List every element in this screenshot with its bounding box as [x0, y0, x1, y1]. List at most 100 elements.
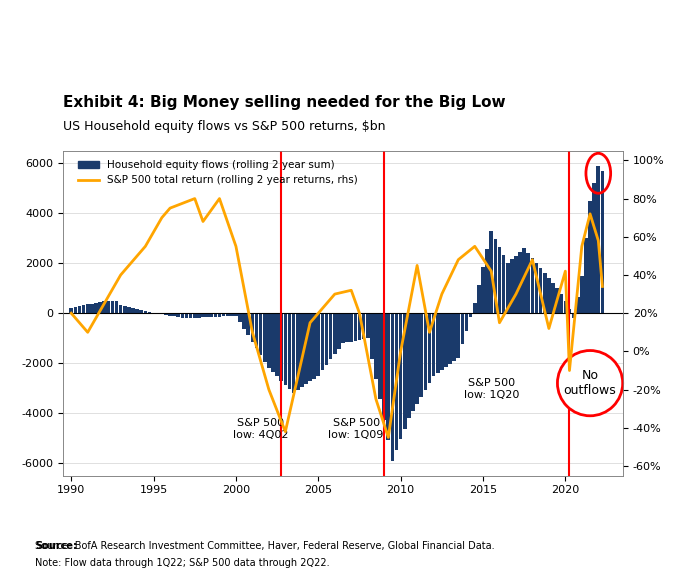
- Bar: [551, 283, 555, 313]
- Bar: [292, 313, 295, 393]
- Bar: [214, 313, 217, 317]
- Bar: [535, 263, 538, 313]
- Bar: [115, 300, 118, 313]
- Bar: [576, 297, 580, 313]
- Bar: [181, 313, 184, 318]
- Bar: [131, 308, 135, 313]
- Bar: [456, 313, 460, 358]
- Bar: [222, 313, 225, 316]
- Bar: [559, 295, 563, 313]
- Bar: [345, 313, 349, 342]
- Text: Exhibit 4: Big Money selling needed for the Big Low: Exhibit 4: Big Money selling needed for …: [63, 95, 505, 110]
- Bar: [428, 313, 431, 383]
- Bar: [275, 313, 279, 376]
- Bar: [547, 278, 551, 313]
- Text: Note: Flow data through 1Q22; S&P 500 data through 2Q22.: Note: Flow data through 1Q22; S&P 500 da…: [35, 559, 330, 568]
- Bar: [518, 252, 522, 313]
- Bar: [123, 306, 127, 313]
- Bar: [98, 302, 102, 313]
- Bar: [370, 313, 374, 358]
- Bar: [230, 313, 234, 316]
- Text: S&P 500
low: 1Q20: S&P 500 low: 1Q20: [463, 378, 519, 400]
- Bar: [234, 313, 238, 316]
- Bar: [473, 303, 477, 313]
- Bar: [127, 307, 131, 313]
- Bar: [382, 313, 386, 420]
- Bar: [139, 310, 143, 313]
- Bar: [592, 183, 596, 313]
- Bar: [399, 313, 402, 440]
- Bar: [106, 300, 110, 313]
- Bar: [469, 313, 472, 317]
- Bar: [246, 313, 250, 335]
- Text: No
outflows: No outflows: [564, 369, 617, 397]
- Bar: [193, 313, 197, 318]
- Bar: [259, 313, 262, 355]
- Bar: [304, 313, 308, 385]
- Bar: [341, 313, 345, 343]
- Bar: [226, 313, 230, 316]
- Bar: [111, 300, 114, 313]
- Bar: [119, 305, 122, 313]
- Bar: [485, 249, 489, 313]
- Text: Source: BofA Research Investment Committee, Haver, Federal Reserve, Global Finan: Source: BofA Research Investment Committ…: [35, 541, 495, 551]
- Bar: [395, 313, 398, 450]
- Bar: [572, 313, 575, 318]
- Text: Source:: Source:: [35, 541, 77, 551]
- Bar: [568, 310, 571, 313]
- Bar: [312, 313, 316, 379]
- Bar: [296, 313, 300, 390]
- Text: S&P 500
low: 1Q09: S&P 500 low: 1Q09: [328, 418, 384, 440]
- Bar: [477, 285, 481, 313]
- Bar: [601, 171, 604, 313]
- Bar: [176, 313, 180, 317]
- Bar: [419, 313, 423, 397]
- Bar: [362, 313, 365, 339]
- Bar: [218, 313, 221, 317]
- Bar: [415, 313, 419, 404]
- Bar: [461, 313, 464, 345]
- Bar: [329, 313, 332, 360]
- Bar: [144, 311, 147, 313]
- Bar: [411, 313, 415, 411]
- Bar: [502, 255, 505, 313]
- Bar: [251, 313, 254, 342]
- Bar: [354, 313, 357, 340]
- Bar: [452, 313, 456, 361]
- Bar: [510, 259, 514, 313]
- Bar: [168, 313, 172, 316]
- Bar: [242, 313, 246, 329]
- Bar: [506, 263, 510, 313]
- Bar: [267, 313, 271, 368]
- Bar: [82, 306, 85, 313]
- Bar: [432, 313, 435, 376]
- Bar: [440, 313, 444, 370]
- Bar: [189, 313, 192, 318]
- Bar: [374, 313, 378, 379]
- Bar: [444, 313, 448, 367]
- Bar: [74, 307, 77, 313]
- Bar: [300, 313, 304, 387]
- Bar: [279, 313, 283, 380]
- Bar: [543, 273, 547, 313]
- Bar: [522, 248, 526, 313]
- Bar: [78, 306, 81, 313]
- Bar: [448, 313, 452, 364]
- Bar: [316, 313, 320, 376]
- Bar: [424, 313, 427, 390]
- Bar: [94, 303, 98, 313]
- Bar: [407, 313, 411, 418]
- Bar: [596, 166, 600, 313]
- Bar: [209, 313, 213, 317]
- Bar: [288, 313, 291, 389]
- Bar: [531, 258, 534, 313]
- Bar: [205, 313, 209, 317]
- Bar: [156, 313, 160, 314]
- Bar: [321, 313, 324, 370]
- Bar: [164, 313, 168, 315]
- Bar: [201, 313, 205, 317]
- Bar: [481, 267, 485, 313]
- Bar: [539, 268, 542, 313]
- Bar: [325, 313, 328, 365]
- Bar: [465, 313, 468, 331]
